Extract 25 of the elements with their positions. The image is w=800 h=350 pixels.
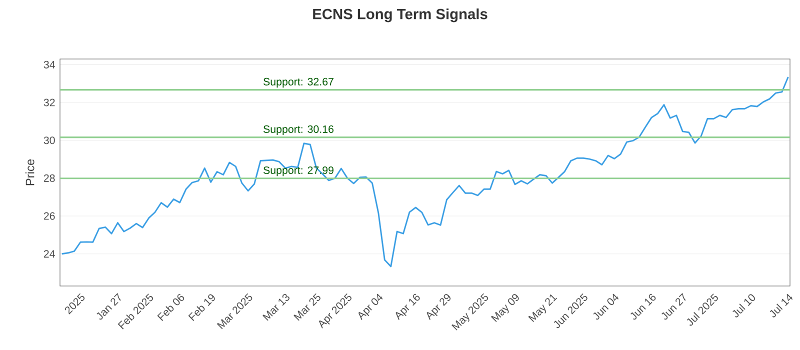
x-tick-label: Mar 25 [294, 293, 320, 321]
y-tick-label: 28 [44, 174, 55, 182]
x-tick-label: Jul 14 [770, 294, 793, 318]
x-tick-label: Jun 04 [593, 294, 619, 320]
y-tick-label: 34 [44, 60, 55, 68]
x-tick-label: May 09 [490, 294, 519, 322]
x-tick-label: Mar 13 [262, 294, 290, 321]
y-tick-label: 32 [44, 98, 55, 106]
ref-line-label: Support: 30.16 [264, 125, 334, 136]
x-tick-label: Apr 04 [358, 294, 383, 320]
x-tick-label: Jun 27 [662, 293, 686, 320]
x-tick-label: Apr 16 [396, 294, 420, 320]
y-tick-label: 26 [44, 212, 55, 220]
line-series [61, 76, 789, 268]
y-tick-label: 24 [44, 250, 55, 258]
x-tick-label: Jun 16 [630, 294, 656, 320]
x-tick-label: Feb 06 [157, 294, 184, 321]
x-tick-label: Apr 29 [426, 294, 451, 320]
y-tick-label: 30 [44, 136, 55, 144]
chart-title: ECNS Long Term Signals [313, 8, 488, 22]
x-tick-label: Jul 10 [732, 294, 756, 318]
ref-line-label: Support: 32.67 [264, 78, 334, 88]
x-tick-label: Feb 19 [188, 294, 215, 321]
y-axis-title: Price [25, 159, 34, 186]
x-tick-label: Jan 27 [96, 293, 121, 320]
